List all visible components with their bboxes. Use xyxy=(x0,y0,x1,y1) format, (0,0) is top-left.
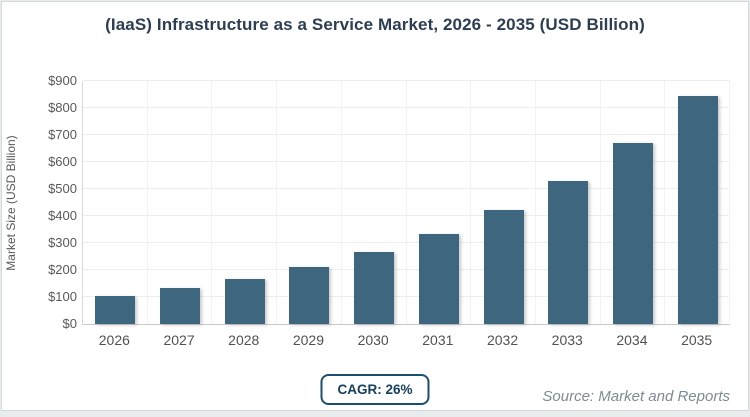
x-tick-label: 2027 xyxy=(163,332,195,348)
x-tick-label: 2034 xyxy=(616,332,648,348)
bar-2034 xyxy=(612,143,653,324)
v-gridline xyxy=(146,81,148,324)
v-gridline xyxy=(534,81,536,324)
bar-2031 xyxy=(418,233,459,324)
x-tick-label: 2032 xyxy=(486,332,519,348)
y-tick-label: $400 xyxy=(48,208,77,223)
bar-2026 xyxy=(95,295,136,324)
bar-2032 xyxy=(483,210,524,324)
h-gridline xyxy=(83,242,730,243)
h-gridline xyxy=(83,215,730,216)
v-gridline xyxy=(599,81,601,324)
y-tick-label: $100 xyxy=(48,289,77,304)
y-tick-label: $800 xyxy=(48,100,77,115)
v-gridline xyxy=(405,81,407,324)
v-gridline xyxy=(276,81,278,324)
x-tick-label: 2035 xyxy=(681,332,713,348)
h-gridline xyxy=(83,269,730,270)
bar-2029 xyxy=(289,267,330,324)
h-gridline xyxy=(83,134,730,135)
bar-2027 xyxy=(160,288,201,324)
cagr-badge: CAGR: 26% xyxy=(320,374,430,405)
x-tick-label: 2026 xyxy=(98,332,130,348)
y-tick-label: $300 xyxy=(48,235,77,250)
h-gridline xyxy=(83,296,730,297)
v-gridline xyxy=(729,81,730,324)
chart-title: (IaaS) Infrastructure as a Service Marke… xyxy=(105,15,645,34)
bar-2033 xyxy=(548,180,589,324)
h-gridline xyxy=(83,80,730,81)
bar-2028 xyxy=(224,278,265,324)
x-tick-label: 2033 xyxy=(551,332,583,348)
x-tick-label: 2030 xyxy=(357,332,389,348)
y-tick-label: $0 xyxy=(62,316,77,331)
y-tick-label: $600 xyxy=(48,154,77,169)
h-gridline xyxy=(83,161,730,162)
source-note: Source: Market and Reports xyxy=(542,388,730,405)
y-tick-label: $200 xyxy=(48,262,77,277)
h-gridline xyxy=(83,107,730,108)
bar-2030 xyxy=(354,252,395,324)
v-gridline xyxy=(211,81,213,324)
v-gridline xyxy=(470,81,472,324)
y-tick-label: $900 xyxy=(48,73,77,88)
x-tick-label: 2029 xyxy=(292,332,325,348)
y-tick-label: $500 xyxy=(48,181,77,196)
x-tick-label: 2031 xyxy=(422,332,454,348)
h-gridline xyxy=(83,188,730,189)
v-gridline xyxy=(664,81,666,324)
bar-2035 xyxy=(677,95,718,324)
y-tick-label: $700 xyxy=(48,127,77,142)
v-gridline xyxy=(340,81,342,324)
x-tick-label: 2028 xyxy=(228,332,260,348)
plot-area xyxy=(82,80,730,325)
